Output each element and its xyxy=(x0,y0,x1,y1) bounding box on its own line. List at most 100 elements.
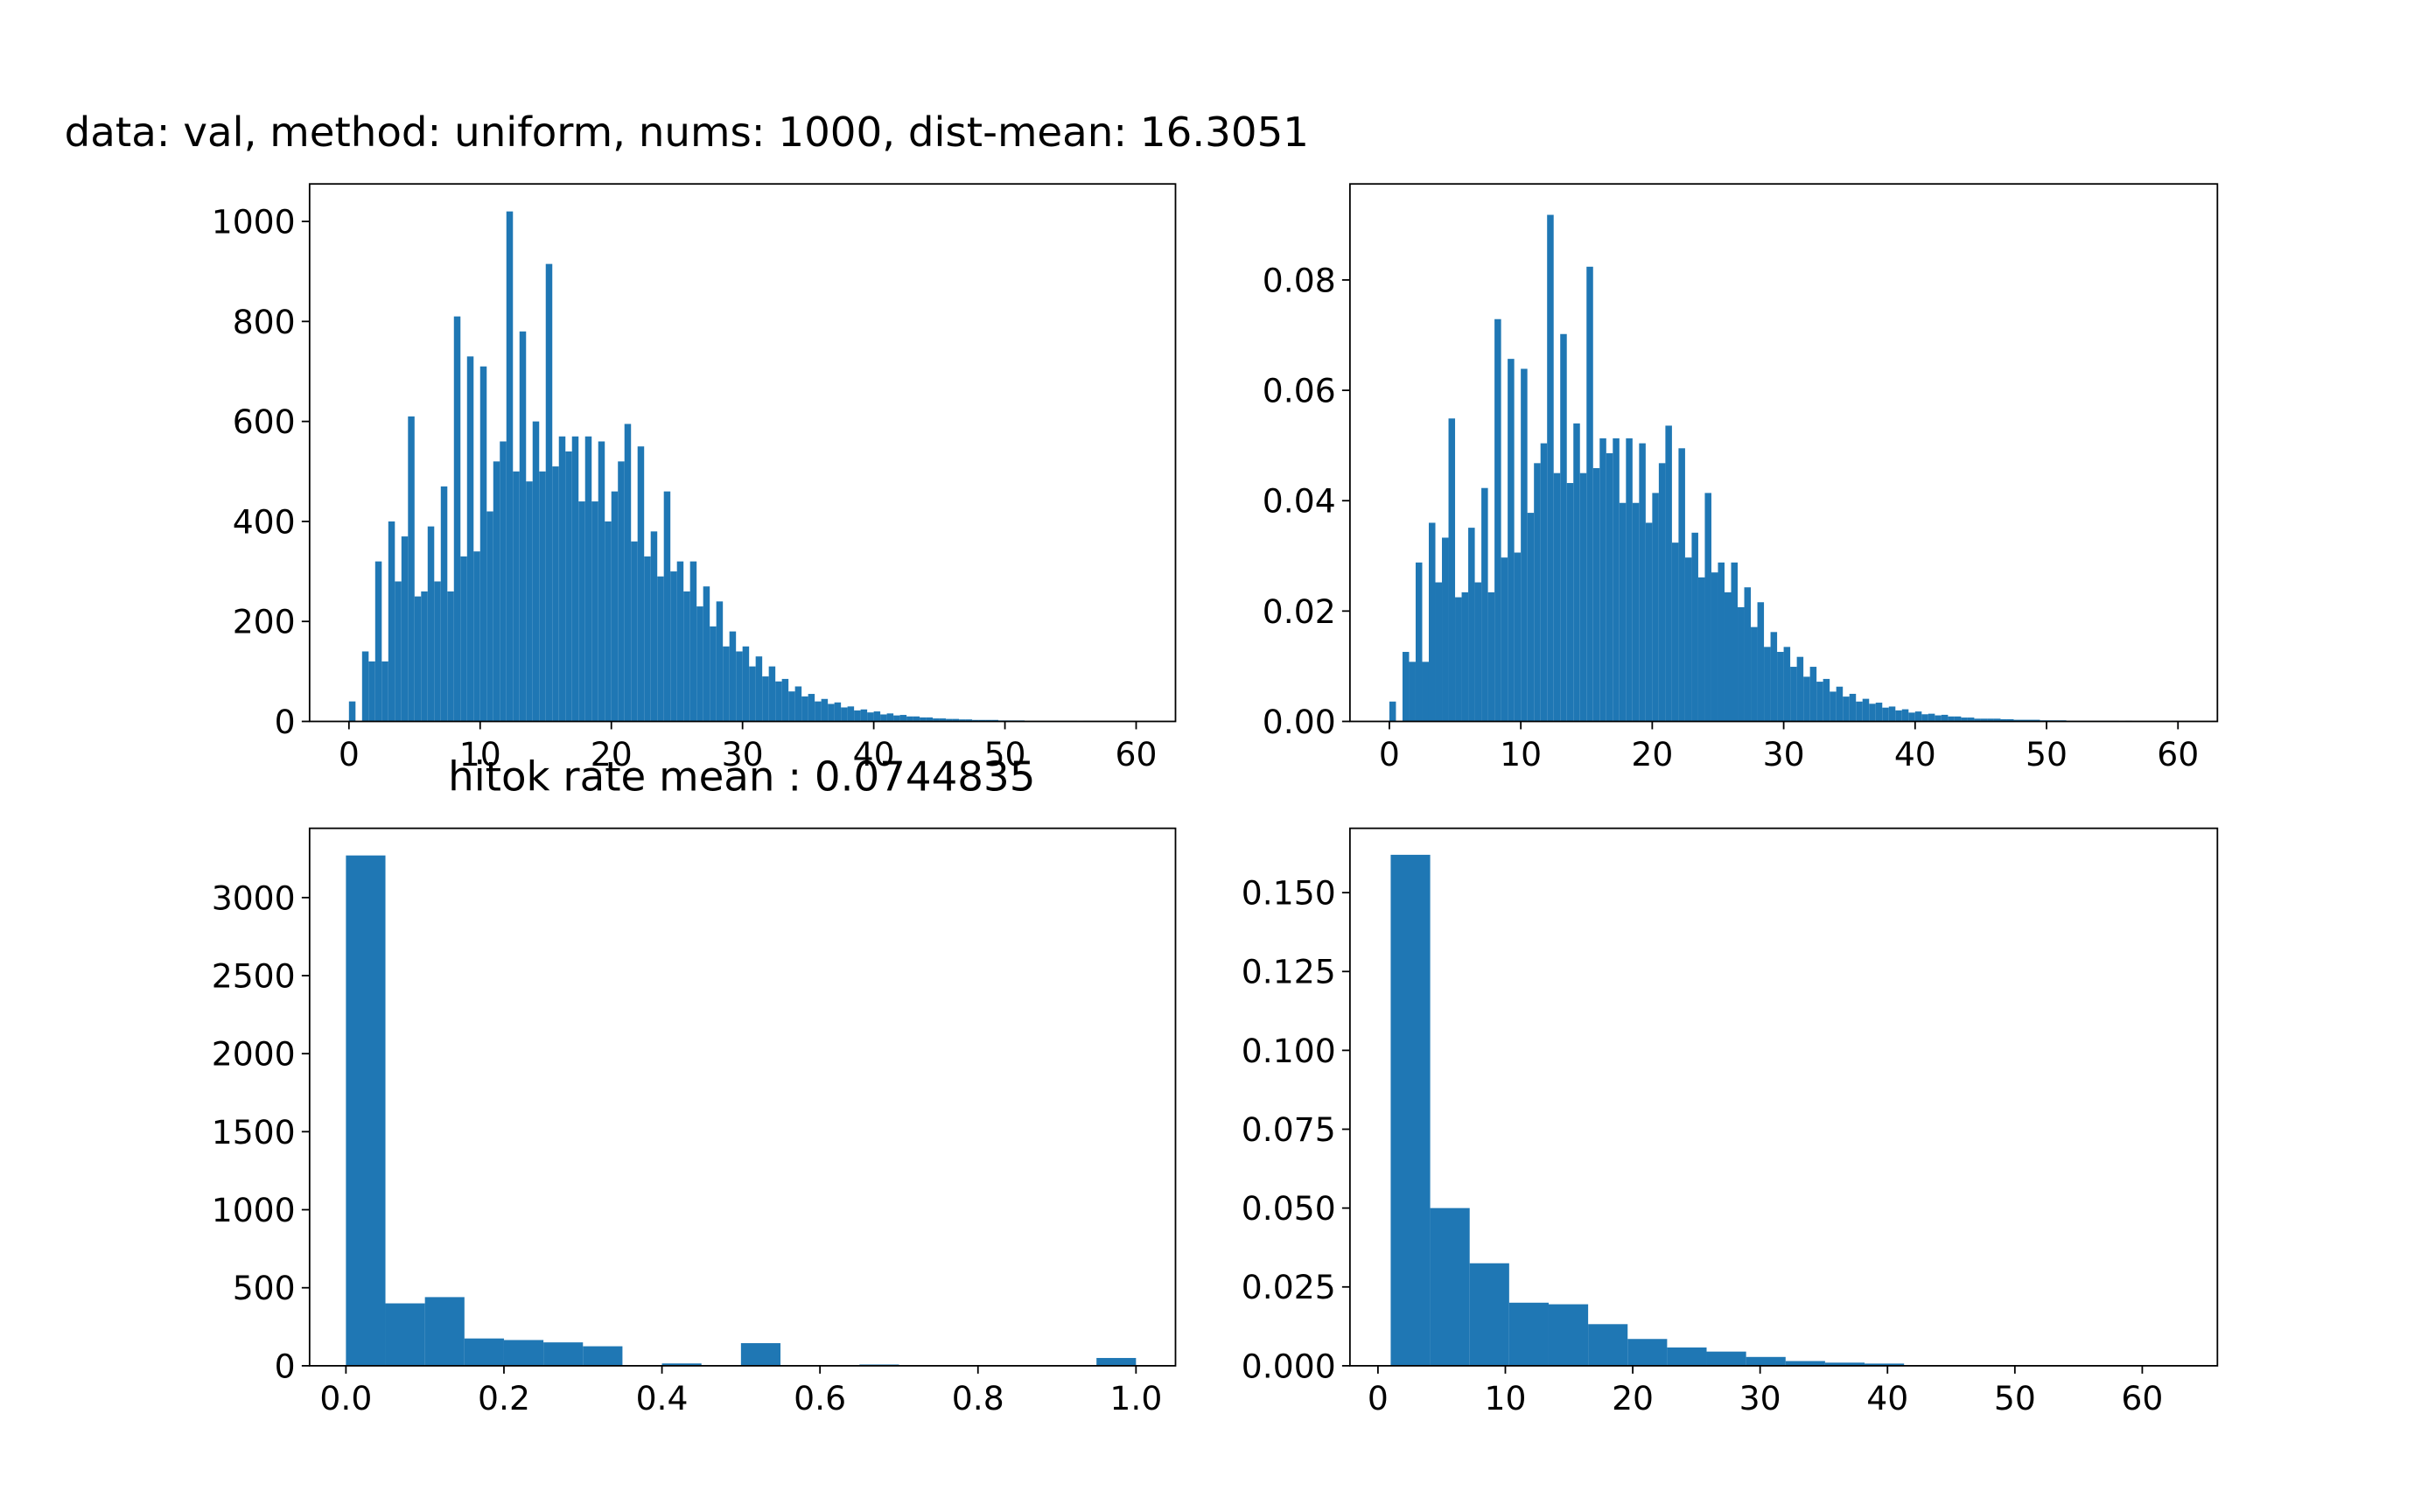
bar xyxy=(1514,552,1522,722)
bar xyxy=(526,481,533,722)
bar xyxy=(500,441,507,722)
bar xyxy=(1961,718,1968,722)
bar xyxy=(1724,592,1732,722)
axes-frame xyxy=(308,827,1177,1367)
y-tick-label: 200 xyxy=(233,603,296,641)
bar xyxy=(571,436,579,722)
bar xyxy=(421,591,428,722)
bar xyxy=(1639,443,1646,722)
bar xyxy=(493,461,500,722)
bar xyxy=(1645,522,1653,722)
bar xyxy=(1096,1357,1137,1366)
bar xyxy=(1540,443,1548,722)
bar xyxy=(1606,452,1613,722)
bar xyxy=(1954,716,1962,722)
bar xyxy=(644,556,651,722)
bar xyxy=(1941,714,1949,722)
x-tick-label: 0.4 xyxy=(636,1379,689,1418)
bar xyxy=(1948,716,1955,722)
bar xyxy=(473,551,480,722)
y-tick-label: 2000 xyxy=(212,1035,296,1074)
bar xyxy=(1869,704,1876,722)
bar xyxy=(453,316,461,722)
x-tick-label: 0 xyxy=(1379,735,1400,774)
bar xyxy=(729,631,737,722)
bar xyxy=(1803,676,1810,722)
bar xyxy=(1895,710,1902,722)
bar xyxy=(1389,701,1396,722)
y-tick-label: 0 xyxy=(275,1347,296,1385)
y-tick-label: 1000 xyxy=(212,1191,296,1229)
bar xyxy=(519,331,527,722)
bar xyxy=(906,716,913,722)
bar xyxy=(841,707,848,722)
bar xyxy=(1588,1324,1628,1366)
bar xyxy=(1987,718,1994,722)
x-tick-label: 10 xyxy=(1500,735,1542,774)
bar xyxy=(2013,719,2020,722)
bar xyxy=(1993,718,2001,722)
bar xyxy=(1718,562,1725,722)
bar xyxy=(1442,537,1449,722)
bar xyxy=(1908,712,1915,722)
bar xyxy=(873,711,881,722)
bar xyxy=(1560,333,1567,722)
bar xyxy=(689,561,697,722)
bar xyxy=(716,601,724,722)
x-tick-label: 30 xyxy=(1739,1379,1781,1418)
bar xyxy=(1836,686,1844,722)
bar xyxy=(1402,652,1410,722)
y-tick-label: 0.050 xyxy=(1242,1189,1336,1228)
bar xyxy=(1566,483,1574,722)
bar xyxy=(749,666,756,722)
bar xyxy=(959,719,966,722)
bar xyxy=(1697,577,1705,722)
bar xyxy=(1430,1208,1470,1366)
bar xyxy=(1830,691,1837,722)
bar xyxy=(762,676,769,722)
bar xyxy=(539,471,546,722)
bar xyxy=(1469,1263,1509,1366)
bar xyxy=(583,1346,623,1366)
x-tick-label: 30 xyxy=(722,735,764,774)
bar xyxy=(828,704,835,722)
bar xyxy=(2006,718,2014,722)
bar xyxy=(1862,698,1870,722)
x-tick-label: 20 xyxy=(591,735,633,774)
x-tick-label: 0 xyxy=(339,735,360,774)
bar xyxy=(1935,715,1942,722)
bar xyxy=(1901,709,1909,722)
bar xyxy=(1487,592,1495,722)
bar xyxy=(1428,522,1436,722)
bar xyxy=(1967,718,1975,722)
bar xyxy=(381,661,388,722)
bar xyxy=(624,424,632,722)
bar xyxy=(427,526,435,722)
bar xyxy=(486,511,493,722)
y-tick-label: 800 xyxy=(233,303,296,341)
bar xyxy=(1665,425,1672,722)
bar xyxy=(1579,472,1587,722)
bar xyxy=(2026,719,2034,722)
y-tick-label: 1500 xyxy=(212,1113,296,1152)
bar xyxy=(1508,1302,1549,1366)
bar xyxy=(346,855,386,1366)
bar xyxy=(1706,1351,1746,1366)
bar xyxy=(1667,1347,1707,1366)
bar xyxy=(1770,632,1778,722)
bar xyxy=(2000,718,2007,722)
bar xyxy=(1573,423,1580,722)
bar xyxy=(1746,1356,1786,1366)
bar xyxy=(1816,682,1823,722)
bar xyxy=(1548,1304,1589,1366)
bar xyxy=(854,710,861,722)
bar xyxy=(893,715,900,722)
bar xyxy=(1684,557,1692,722)
bar xyxy=(1849,693,1857,722)
bar xyxy=(768,666,776,722)
bar xyxy=(1785,1361,1825,1366)
bar xyxy=(1619,502,1627,722)
y-tick-label: 0.100 xyxy=(1242,1032,1336,1070)
x-tick-label: 50 xyxy=(984,735,1026,774)
bar xyxy=(618,461,625,722)
